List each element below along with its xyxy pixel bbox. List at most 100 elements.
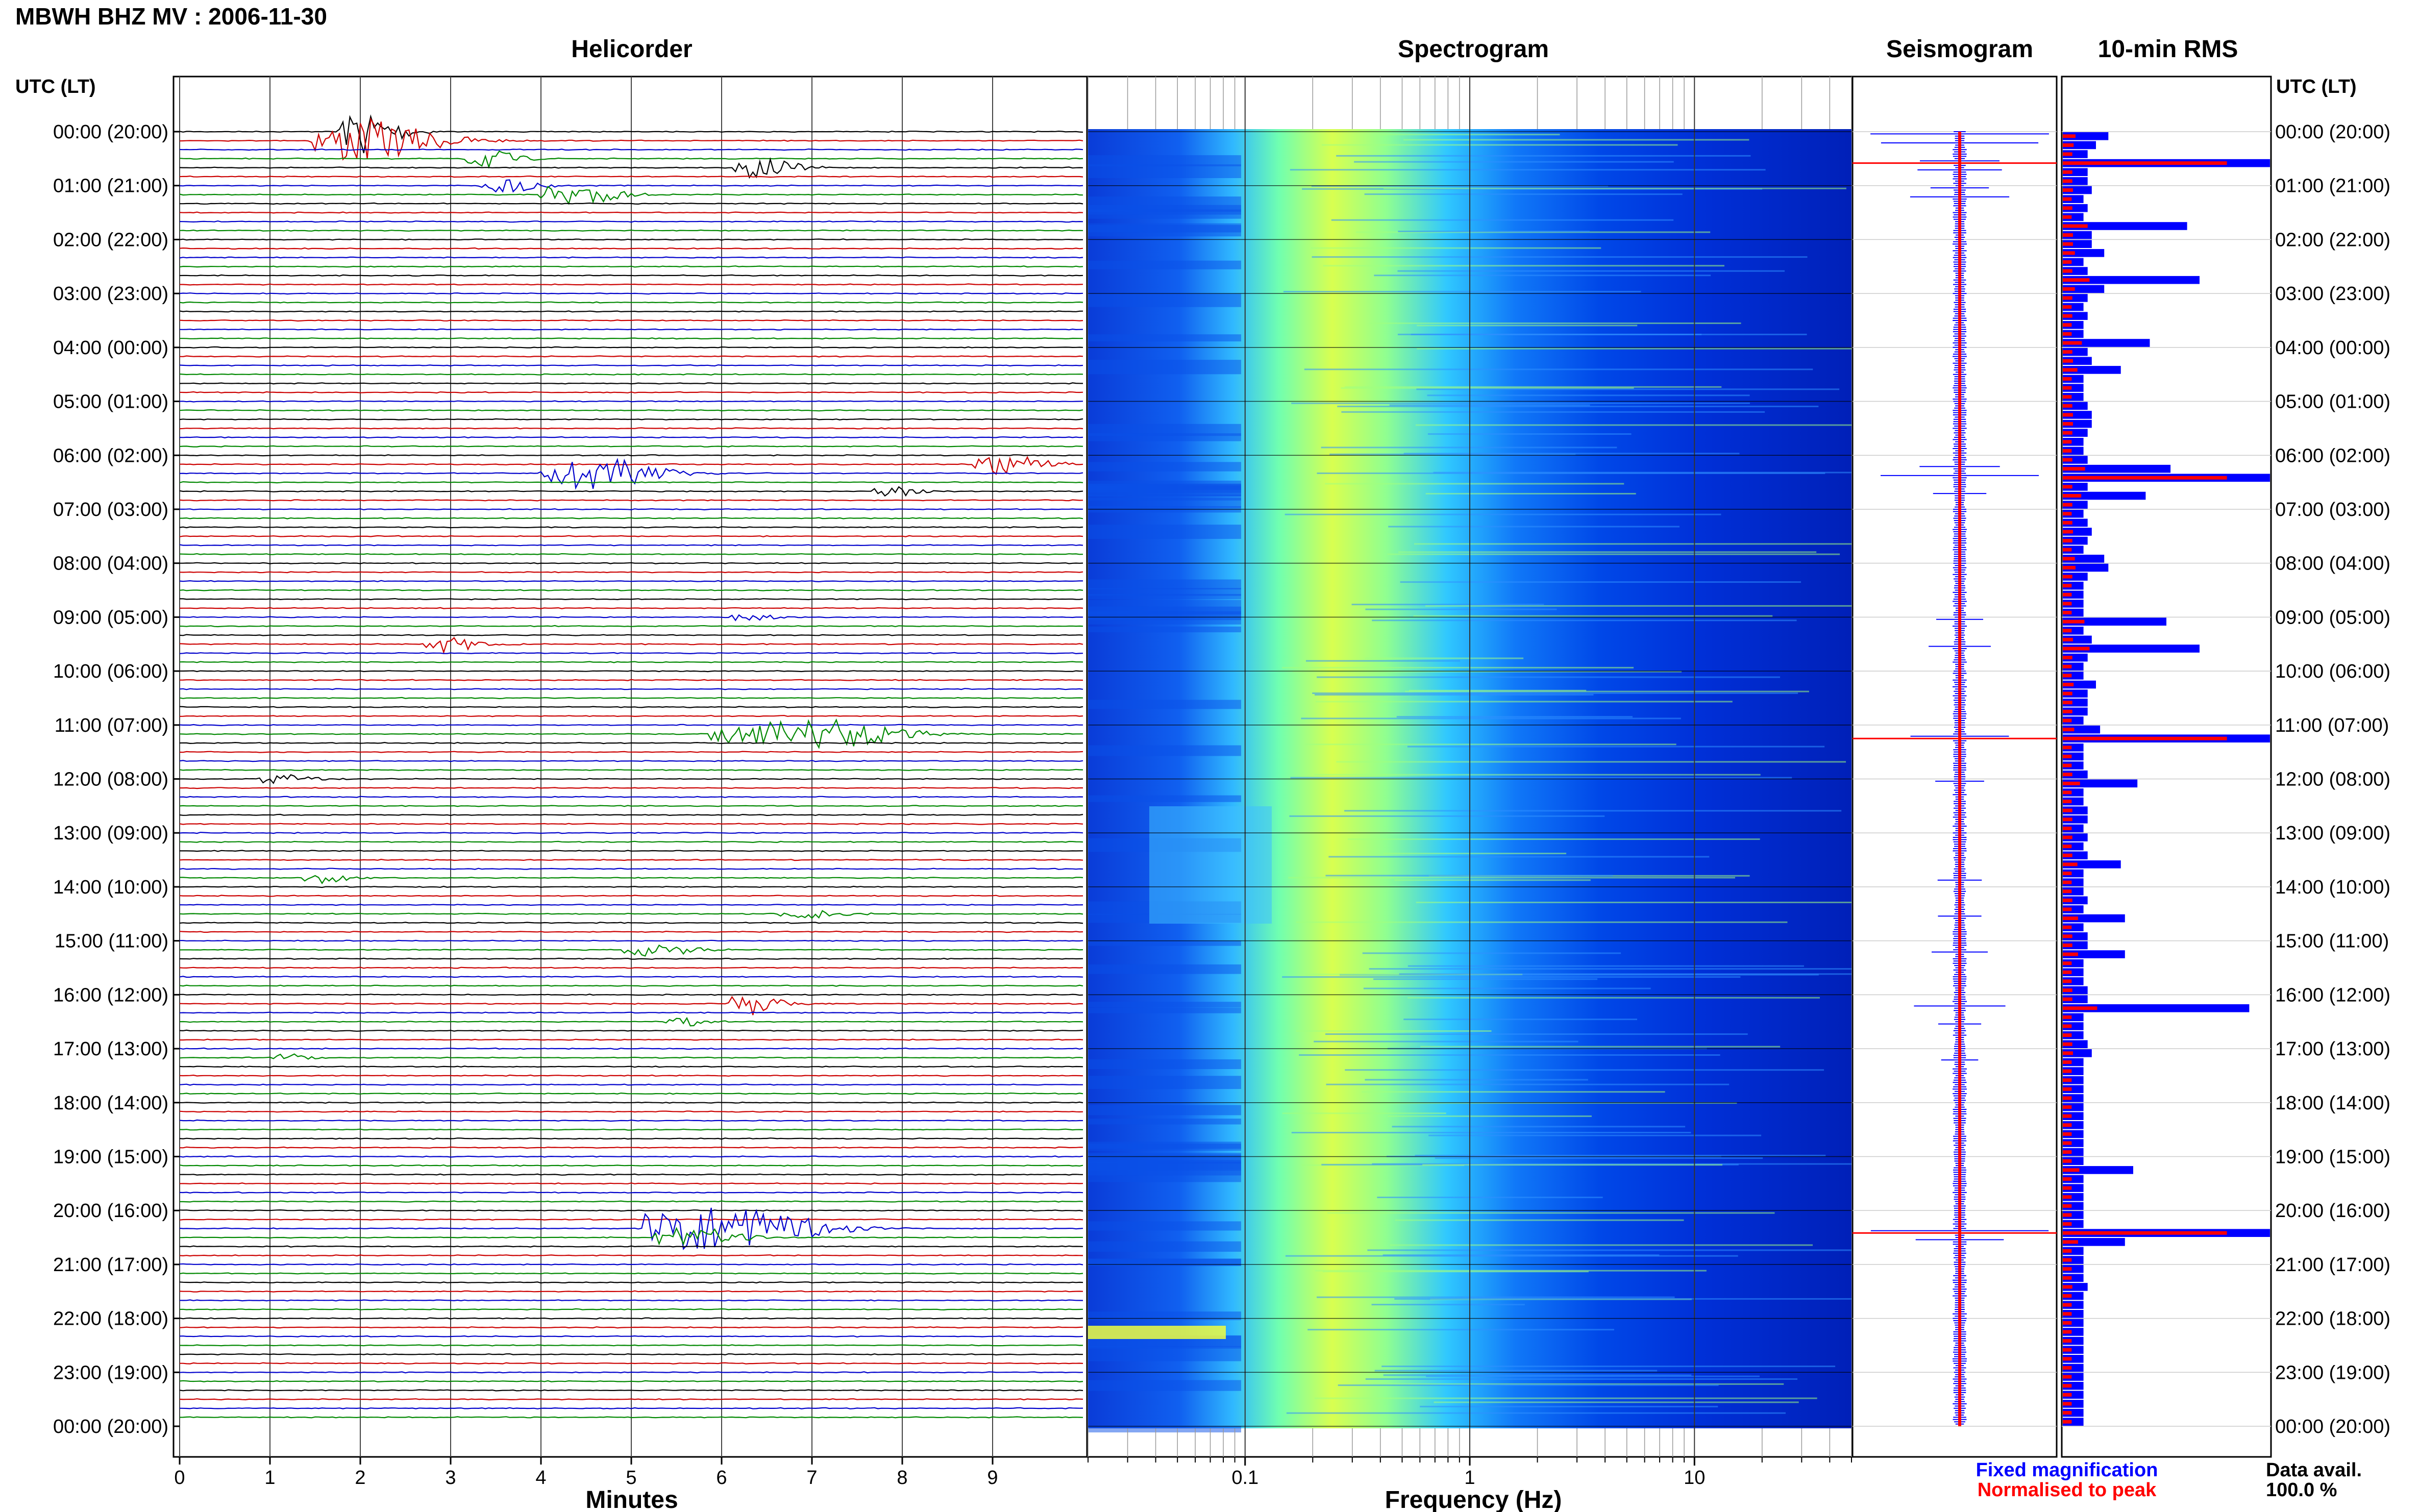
rms-bar-normalised bbox=[2063, 1375, 2072, 1379]
helicorder-trace bbox=[179, 652, 1083, 655]
rms-bar-normalised bbox=[2063, 503, 2072, 507]
rms-bar-fixed bbox=[2063, 860, 2121, 869]
rms-bar-fixed bbox=[2063, 968, 2084, 977]
rms-bar-fixed bbox=[2063, 752, 2084, 761]
rms-bar-fixed bbox=[2063, 1094, 2084, 1102]
helicorder-trace bbox=[179, 400, 1083, 403]
rms-bar-normalised bbox=[2063, 1258, 2072, 1262]
spectrogram-lowfreq-block bbox=[1088, 1153, 1241, 1164]
rms-bar-normalised bbox=[2063, 404, 2072, 408]
helicorder-trace bbox=[179, 1029, 1083, 1032]
spectrogram-lowfreq-block bbox=[1088, 700, 1241, 709]
spectrogram-band bbox=[1285, 513, 1721, 515]
helicorder-trace bbox=[179, 1263, 1083, 1266]
helicorder-trace bbox=[179, 409, 1083, 412]
helicorder-trace bbox=[179, 157, 1083, 179]
rms-bar-fixed bbox=[2063, 186, 2092, 194]
helicorder-trace bbox=[179, 1209, 1083, 1212]
spectrogram-band bbox=[1282, 1112, 1446, 1114]
rms-bar-fixed bbox=[2063, 339, 2150, 347]
spectrogram-band bbox=[1363, 987, 1651, 989]
spectrogram-band bbox=[1325, 483, 1624, 485]
helicorder-trace bbox=[179, 885, 1083, 888]
spectrogram-lowfreq-block bbox=[1088, 223, 1241, 233]
spectrogram-lowfreq-block bbox=[1088, 1007, 1241, 1013]
spectrogram-band bbox=[1325, 875, 1613, 877]
helicorder-trace bbox=[179, 858, 1083, 861]
spectrogram-band bbox=[1372, 619, 1797, 622]
rms-bar-normalised bbox=[2063, 889, 2072, 894]
helicorder-trace bbox=[179, 211, 1083, 214]
rms-bar-normalised bbox=[2063, 467, 2085, 471]
helicorder-trace bbox=[179, 1245, 1083, 1248]
rms-bar-normalised bbox=[2063, 970, 2072, 974]
spectrogram-band bbox=[1415, 1154, 1826, 1156]
rms-bar-normalised bbox=[2063, 224, 2088, 228]
rms-bar-normalised bbox=[2063, 332, 2072, 336]
spectrogram-band bbox=[1354, 161, 1674, 163]
helicorder-trace bbox=[179, 637, 1083, 655]
row-label-right: 22:00 (18:00) bbox=[2275, 1308, 2390, 1330]
spectrogram-tick-label: 0.1 bbox=[1231, 1467, 1258, 1489]
spectrogram-band bbox=[1283, 291, 1641, 293]
rms-bar-fixed bbox=[2063, 222, 2187, 230]
rms-bar-normalised bbox=[2063, 476, 2227, 480]
spectrogram-band bbox=[1367, 1249, 1852, 1251]
row-label-left: 03:00 (23:00) bbox=[53, 283, 168, 305]
helicorder-trace bbox=[179, 391, 1083, 394]
rms-bar-fixed bbox=[2063, 1346, 2084, 1354]
helicorder-trace bbox=[179, 930, 1083, 933]
rms-bar-fixed bbox=[2063, 1184, 2084, 1192]
spectrogram-band bbox=[1338, 1384, 1719, 1386]
data-avail-value: 100.0 % bbox=[2266, 1479, 2337, 1501]
helicorder-trace bbox=[179, 114, 1083, 154]
helicorder-trace bbox=[179, 445, 1083, 448]
spectrogram-band bbox=[1372, 1163, 1852, 1165]
rms-bar-normalised bbox=[2063, 1051, 2073, 1055]
spectrogram-band bbox=[1397, 270, 1785, 272]
rms-bar-fixed bbox=[2063, 231, 2092, 239]
spectrogram-band bbox=[1291, 1132, 1691, 1134]
helicorder-trace bbox=[179, 1047, 1083, 1050]
row-label-right: 19:00 (15:00) bbox=[2275, 1146, 2390, 1168]
spectrogram-band bbox=[1420, 1046, 1781, 1048]
rms-bar-fixed bbox=[2063, 672, 2084, 680]
spectrogram-band bbox=[1427, 433, 1632, 435]
rms-bar-normalised bbox=[2063, 647, 2090, 651]
row-label-left: 14:00 (10:00) bbox=[53, 877, 168, 898]
rms-bar-normalised bbox=[2063, 1348, 2072, 1352]
rms-bar-normalised bbox=[2063, 1033, 2072, 1037]
spectrogram-lowfreq-block bbox=[1088, 293, 1241, 307]
helicorder-trace bbox=[179, 117, 1083, 161]
spectrogram-band bbox=[1369, 322, 1741, 324]
rms-bar-fixed bbox=[2063, 725, 2101, 734]
spectrogram-band bbox=[1383, 1254, 1660, 1256]
rms-gridlines bbox=[2062, 131, 2271, 1427]
spectrogram-tick-label: 1 bbox=[1464, 1467, 1475, 1489]
rms-bar-fixed bbox=[2063, 645, 2200, 653]
rms-bar-normalised bbox=[2063, 296, 2072, 300]
spectrogram-band bbox=[1408, 997, 1820, 999]
spectrogram-band bbox=[1383, 1374, 1692, 1376]
spectrogram-band bbox=[1362, 1091, 1665, 1093]
spectrogram-tick-label: 10 bbox=[1684, 1467, 1705, 1489]
spectrogram-lowfreq-block bbox=[1088, 260, 1241, 269]
helicorder-trace bbox=[179, 1092, 1083, 1095]
helicorder-trace bbox=[179, 760, 1083, 762]
rms-bar-fixed bbox=[2063, 483, 2088, 491]
row-label-left: 01:00 (21:00) bbox=[53, 176, 168, 197]
rms-bar-normalised bbox=[2063, 1276, 2072, 1280]
helicorder-trace bbox=[179, 714, 1083, 717]
rms-bar-normalised bbox=[2063, 485, 2072, 489]
spectrogram-lowfreq-block bbox=[1088, 1259, 1241, 1266]
spectrogram-lowfreq-block bbox=[1088, 334, 1241, 342]
rms-bar-fixed bbox=[2063, 923, 2084, 931]
rms-bar-fixed bbox=[2063, 177, 2088, 185]
spectrogram-lowfreq-block bbox=[1088, 940, 1241, 946]
helicorder-trace bbox=[179, 373, 1083, 376]
helicorder-trace bbox=[180, 875, 1083, 884]
helicorder-trace bbox=[179, 769, 1083, 771]
row-label-right: 01:00 (21:00) bbox=[2275, 176, 2390, 197]
rms-bar-fixed bbox=[2063, 1193, 2084, 1201]
